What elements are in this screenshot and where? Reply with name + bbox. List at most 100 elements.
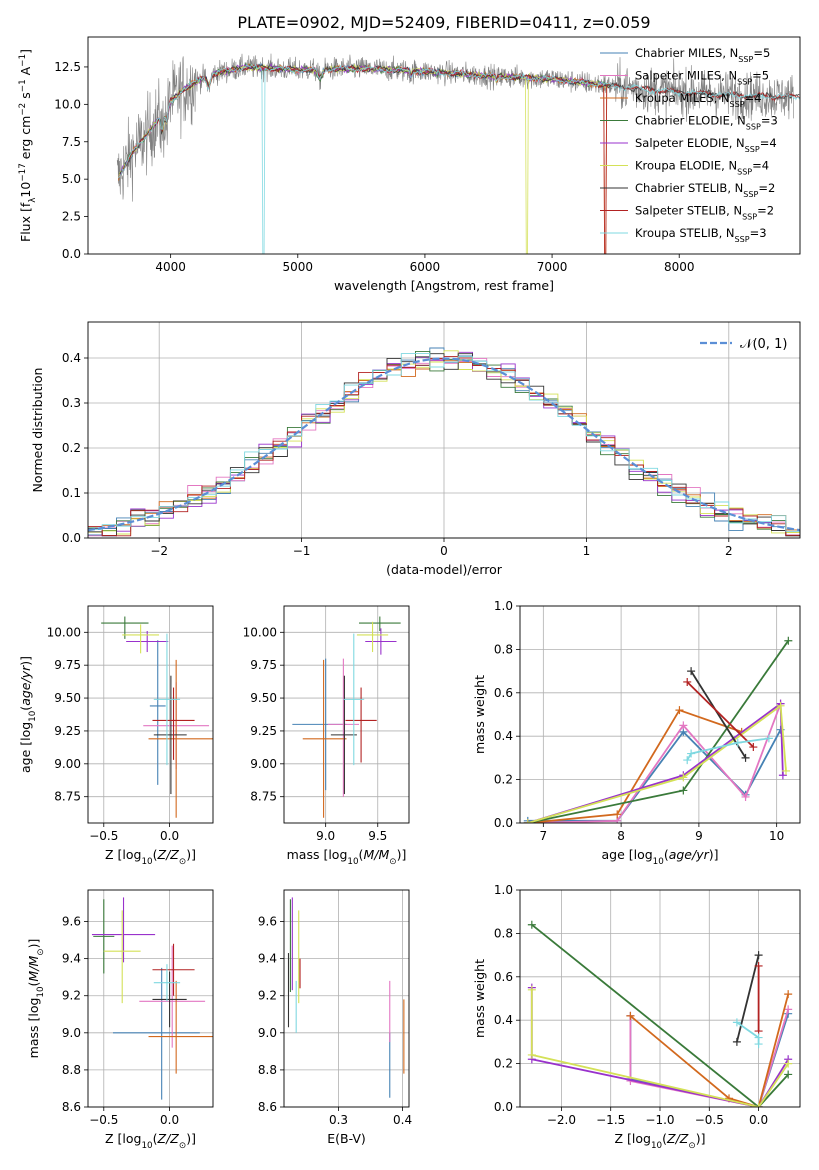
plot-area (523, 636, 793, 823)
x-axis-label-part: / (165, 1131, 172, 1146)
legend-entry: Chabrier MILES, NSSP=5 (635, 46, 770, 64)
legend-entry-part: Salpeter MILES, N (635, 69, 737, 83)
legend-entry-part: SSP (743, 190, 758, 199)
weight-marker (523, 819, 532, 823)
panel-mass-vs-ebv: 0.3 0.4 8.6 8.8 9.0 9.2 9.4 9.6 E(B-V) (258, 889, 412, 1146)
weight-line (531, 923, 789, 1107)
y-axis-label-part: 10 (28, 711, 38, 722)
y-tick-label: 9.75 (250, 658, 277, 672)
y-tick-label: 0.0 (62, 247, 81, 261)
model-spectrum-line (118, 63, 800, 254)
x-tick-label: 9.0 (316, 829, 335, 843)
x-tick-label: −1 (293, 544, 311, 558)
weight-line (527, 701, 784, 823)
weight-marker (733, 738, 742, 747)
x-tick-label: 6000 (410, 260, 441, 274)
y-axis-label-part: )] (26, 939, 41, 949)
x-axis-label-part: Z (169, 1131, 179, 1146)
weight-line (527, 640, 790, 823)
y-axis-label-part: / (26, 965, 41, 972)
x-tick-label: −0.5 (695, 1113, 724, 1127)
x-axis-label-part: age [log (601, 847, 652, 862)
weight-line (736, 954, 760, 1043)
legend-entry-part: SSP (735, 235, 750, 244)
y-tick-label: 0.3 (62, 396, 81, 410)
weight-marker (687, 749, 696, 758)
legend-entry-part: SSP (737, 167, 752, 176)
x-axis-label-part: Z (169, 847, 179, 862)
legend-entry: 𝒩(0, 1) (740, 337, 787, 352)
plot-area (88, 347, 800, 537)
y-axis-label: Flux [fλ10−17 erg cm−2 s−1 A−1] (18, 49, 38, 242)
x-axis-label-part: Z [log (105, 847, 141, 862)
legend-entry: Chabrier ELODIE, NSSP=3 (635, 114, 778, 132)
y-tick-label: 1.0 (494, 599, 513, 613)
y-tick-label: 9.6 (62, 915, 81, 929)
y-tick-label: 9.2 (258, 989, 277, 1003)
y-tick-label: 7.5 (62, 135, 81, 149)
weight-marker (782, 766, 790, 775)
x-axis-label-part: yr (695, 847, 709, 862)
y-axis-label: mass [log10(M/M⊙)] (26, 939, 46, 1059)
legend-entry-part: =2 (757, 204, 774, 218)
y-axis-label-part: λ (28, 198, 38, 203)
weight-marker (732, 1037, 741, 1046)
x-tick-label: 0.3 (329, 1113, 348, 1127)
x-axis-label-part: Z [log (615, 1131, 651, 1146)
y-axis-label-part: ( (26, 982, 41, 987)
y-tick-label: 0.4 (494, 1013, 513, 1027)
y-tick-label: 0.0 (494, 1100, 513, 1114)
panel-weight-vs-Z: −2.0 −1.5 −1.0 −0.5 0.0 0.0 0.2 0.4 0.6 0.8 1.0 Z [… (472, 883, 801, 1151)
legend-entry-part: Chabrier STELIB, N (635, 181, 743, 195)
figure-title: PLATE=0902, MJD=52409, FIBERID=0411, z=0… (237, 13, 650, 32)
y-tick-label: 9.2 (62, 989, 81, 1003)
weight-line (686, 681, 754, 748)
y-axis-label: Normed distribution (30, 368, 45, 493)
y-tick-label: 9.6 (258, 915, 277, 929)
y-tick-label: 0.6 (494, 970, 513, 984)
legend-entry-part: SSP (745, 145, 760, 154)
weight-marker (754, 1103, 763, 1107)
weight-marker (675, 706, 684, 715)
y-tick-label: 9.25 (54, 724, 81, 738)
x-axis-label-part: E(B-V) (327, 1131, 366, 1146)
y-axis-label-part: 10 (36, 986, 46, 997)
y-axis-label-part: −1 (18, 54, 28, 67)
axes-frame (519, 889, 801, 1108)
x-axis-label-part: ⊙ (179, 857, 186, 867)
x-tick-label: −0.5 (89, 829, 118, 843)
x-tick-label: 0.4 (393, 1113, 412, 1127)
x-axis-label-part: ⊙ (179, 1141, 186, 1151)
weight-marker (679, 786, 688, 795)
y-axis-label-part: Flux [f (18, 202, 33, 242)
y-tick-label: 10.00 (47, 625, 81, 639)
y-axis-label-part: / (18, 677, 33, 684)
x-tick-label: 5000 (283, 260, 314, 274)
plot-area (527, 920, 793, 1107)
x-tick-label: 0.0 (160, 1113, 179, 1127)
weight-marker (679, 773, 688, 782)
x-axis-label-part: ( (153, 1131, 158, 1146)
x-tick-label: 0.0 (160, 829, 179, 843)
legend-entry: Salpeter STELIB, NSSP=2 (635, 204, 774, 222)
y-tick-label: 9.75 (54, 658, 81, 672)
x-tick-label: −2.0 (547, 1113, 576, 1127)
weight-marker (527, 920, 536, 929)
legend-entry-part: SSP (746, 122, 761, 131)
legend-entry-part: SSP (737, 77, 752, 86)
y-tick-label: 0.8 (494, 642, 513, 656)
weight-marker (741, 753, 750, 762)
legend-entry-part: =5 (753, 46, 770, 60)
legend-entry-part: =4 (745, 91, 762, 105)
weight-marker (776, 701, 785, 710)
x-axis-label-part: M (378, 847, 389, 862)
x-axis-label-part: (data-model)/error (386, 562, 503, 577)
y-axis-label-part: mass [log (26, 998, 41, 1059)
weight-marker (784, 990, 793, 999)
x-axis-label: Z [log10(Z/Z⊙)] (615, 1131, 706, 1151)
x-tick-label: −0.5 (89, 1113, 118, 1127)
legend-entry-part: =5 (752, 69, 769, 83)
